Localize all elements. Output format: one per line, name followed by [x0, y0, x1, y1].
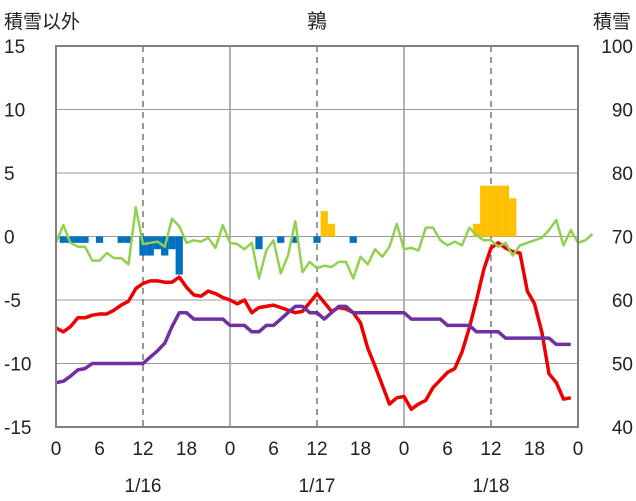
precip-bar: [277, 236, 285, 243]
precip-bar: [487, 185, 495, 237]
right-tick-label: 80: [612, 164, 633, 185]
precip-bar: [327, 223, 336, 237]
right-tick-label: 100: [601, 37, 633, 58]
precip-bar: [168, 236, 176, 250]
precip-bar: [175, 236, 183, 275]
x-axis-ticks: 0 6 12 18 0 6 12 18 0 6 12 18 0: [51, 439, 584, 460]
series-lines: [54, 206, 594, 411]
precip-bar: [124, 236, 133, 243]
right-tick-label: 50: [612, 355, 633, 376]
left-tick-label: 10: [4, 101, 25, 122]
x-tick-label: 12: [480, 439, 501, 460]
x-tick-label: 0: [573, 439, 584, 460]
x-tick-label: 18: [176, 439, 197, 460]
precip-bar: [320, 211, 328, 237]
left-tick-label: 5: [4, 164, 15, 185]
precip-bar: [509, 198, 517, 237]
left-axis-ticks: 15 10 5 0 -5 -10 -15: [4, 37, 31, 439]
x-tick-label: 6: [442, 439, 453, 460]
right-tick-label: 70: [612, 228, 633, 249]
x-tick-label: 18: [524, 439, 545, 460]
chart-title: 鶉: [307, 9, 327, 33]
precip-bar: [501, 185, 510, 237]
day-label: 1/16: [125, 476, 162, 497]
left-tick-label: -5: [4, 291, 21, 312]
precip-bar: [146, 236, 154, 256]
plot-frame: [55, 45, 579, 428]
day-labels: 1/16 1/17 1/18: [125, 476, 510, 497]
x-tick-label: 0: [225, 439, 236, 460]
x-tick-label: 6: [94, 439, 105, 460]
left-tick-label: 15: [4, 37, 25, 58]
precip-bar: [139, 236, 147, 256]
precip-bar: [494, 185, 502, 237]
temperature-line: [55, 241, 572, 411]
precip-bar: [95, 236, 104, 243]
left-tick-label: -15: [4, 418, 31, 439]
precip-bar: [472, 223, 481, 237]
precip-bar: [81, 236, 89, 243]
right-axis-title: 積雪: [593, 11, 631, 33]
day-label: 1/18: [473, 476, 510, 497]
right-axis-ticks: 100 90 80 70 60 50 40: [601, 37, 633, 439]
left-tick-label: -10: [4, 355, 31, 376]
precip-bar: [255, 236, 263, 250]
wind-line: [54, 206, 594, 280]
day-label: 1/17: [299, 476, 336, 497]
left-tick-label: 0: [4, 228, 15, 249]
right-tick-label: 60: [612, 291, 633, 312]
x-tick-label: 0: [51, 439, 62, 460]
x-tick-label: 12: [306, 439, 327, 460]
dew-point-line: [55, 304, 571, 385]
precip-bar: [59, 236, 67, 243]
x-tick-label: 18: [350, 439, 371, 460]
precip-bar: [291, 236, 299, 243]
precip-bar: [74, 236, 82, 243]
precip-bar: [313, 236, 321, 243]
right-tick-label: 40: [612, 418, 633, 439]
precip-bar: [349, 236, 357, 243]
right-tick-label: 90: [612, 101, 633, 122]
precip-bar: [480, 185, 488, 237]
x-tick-label: 0: [399, 439, 410, 460]
precip-bar: [117, 236, 125, 243]
x-tick-label: 6: [268, 439, 279, 460]
left-axis-title: 積雪以外: [4, 11, 80, 33]
x-tick-label: 12: [132, 439, 153, 460]
